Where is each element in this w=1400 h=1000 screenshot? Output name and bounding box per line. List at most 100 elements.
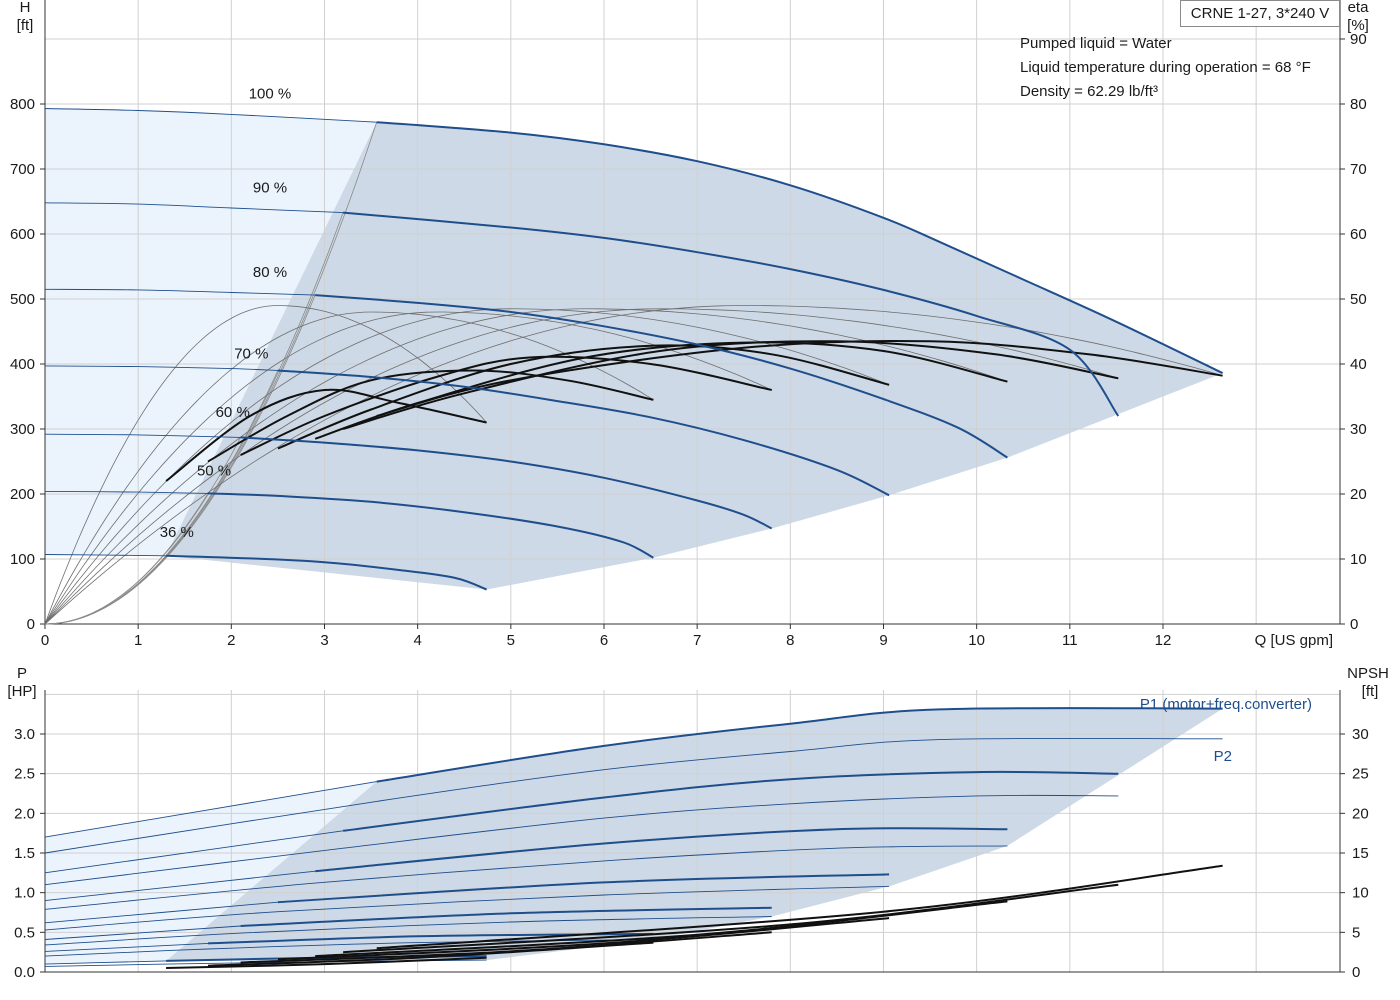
npsh-curve: [376, 864, 1223, 950]
npsh-tick-label: 10: [1352, 885, 1369, 902]
p2-curve: [44, 845, 1008, 910]
npsh-curve: [240, 931, 772, 964]
npsh-tick-label: 25: [1352, 766, 1369, 783]
x-tick-label: 0: [41, 632, 49, 649]
speed-curve: [343, 211, 1120, 417]
efficiency-curve-thin: [44, 308, 1119, 625]
eta-tick-label: 60: [1350, 226, 1367, 243]
power-tick-label: 0.0: [14, 964, 35, 981]
y-tick-label: 0: [27, 616, 35, 633]
npsh-tick-label: 30: [1352, 726, 1369, 743]
npsh-axis-unit: [ft]: [1362, 683, 1379, 700]
p1-curve-thin: [44, 830, 344, 874]
p2-series-label: P2: [1214, 748, 1232, 765]
x-tick-label: 11: [1062, 632, 1078, 649]
condition-pumped-liquid: Pumped liquid = Water: [1020, 35, 1172, 52]
x-tick-label: 3: [320, 632, 328, 649]
speed-curve-thin: [44, 433, 241, 438]
head-axis-title: H: [20, 0, 31, 16]
head-speed-curves: [44, 108, 1224, 591]
operating-conditions: Pumped liquid = Water Liquid temperature…: [1020, 32, 1311, 104]
eta-tick-label: 40: [1350, 356, 1367, 373]
efficiency-curve-thin: [44, 308, 890, 625]
x-tick-label: 10: [968, 632, 985, 649]
efficiency-curve: [165, 388, 487, 482]
power-tick-label: 1.0: [14, 885, 35, 902]
eta-tick-label: 70: [1350, 161, 1367, 178]
efficiency-curve: [277, 344, 890, 450]
y-tick-label: 300: [10, 421, 35, 438]
system-curve: [44, 555, 167, 625]
npsh-tick-label: 0: [1352, 964, 1360, 981]
efficiency-curve: [376, 339, 1223, 417]
speed-label: 70 %: [234, 345, 268, 362]
efficiency-curve: [207, 369, 654, 463]
model-label: CRNE 1-27, 3*240 V: [1180, 0, 1340, 27]
speed-label: 50 %: [197, 462, 231, 479]
x-tick-label: 1: [134, 632, 142, 649]
speed-curve-thin: [44, 554, 167, 557]
head-chart-panel: 0 1 2 3 4 5 6 7 8 9 10 11 12 Q [US gpm]01002003004005…: [10, 0, 1369, 649]
p1-curve: [376, 707, 1223, 783]
eta-tick-label: 20: [1350, 486, 1367, 503]
npsh-curve: [277, 917, 890, 961]
efficiency-curves: [165, 339, 1223, 482]
p1-curve: [277, 873, 890, 904]
p2-curve: [44, 916, 772, 946]
y-tick-label: 600: [10, 226, 35, 243]
power-tick-label: 2.0: [14, 805, 35, 822]
p1-curve: [315, 827, 1008, 873]
condition-density: Density = 62.29 lb/ft³: [1020, 83, 1158, 100]
x-tick-label: 9: [879, 632, 887, 649]
x-tick-label: 5: [507, 632, 515, 649]
y-tick-label: 700: [10, 161, 35, 178]
p1-curve-thin: [44, 901, 278, 924]
p1-curve-thin: [44, 870, 316, 902]
p2-curve: [44, 737, 1223, 854]
npsh-tick-label: 15: [1352, 845, 1369, 862]
speed-label: 90 %: [253, 180, 287, 197]
x-tick-label: 7: [693, 632, 701, 649]
speed-curve: [277, 369, 890, 497]
y-tick-label: 100: [10, 551, 35, 568]
efficiency-curve-thin: [44, 308, 1008, 625]
eta-tick-label: 30: [1350, 421, 1367, 438]
speed-curve: [207, 492, 654, 559]
speed-curve-thin: [44, 108, 377, 123]
y-tick-label: 200: [10, 486, 35, 503]
speed-curve: [240, 436, 773, 530]
efficiency-curve: [240, 355, 772, 456]
speed-curve-thin: [44, 202, 344, 214]
head-axis-unit: [ft]: [17, 17, 34, 34]
power-tick-label: 3.0: [14, 726, 35, 743]
speed-curve: [376, 121, 1224, 374]
speed-curve-thin: [44, 365, 278, 371]
x-tick-label: 8: [786, 632, 794, 649]
speed-curve: [315, 294, 1008, 459]
p1-series-label: P1 (motor+freq.converter): [1140, 696, 1312, 713]
x-tick-label: 12: [1155, 632, 1172, 649]
speed-curve: [166, 554, 487, 591]
power-operating-region: [166, 708, 1223, 961]
eta-tick-label: 50: [1350, 291, 1367, 308]
speed-label: 36 %: [160, 524, 194, 541]
p1-curve-thin: [44, 925, 241, 940]
efficiency-curve: [342, 340, 1119, 430]
condition-temperature: Liquid temperature during operation = 68…: [1020, 59, 1311, 76]
x-tick-label: 6: [600, 632, 608, 649]
eta-tick-label: 90: [1350, 31, 1367, 48]
eta-axis-title: eta: [1348, 0, 1370, 16]
p2-curve: [44, 885, 890, 931]
y-tick-label: 400: [10, 356, 35, 373]
power-low-flow-region: [45, 781, 377, 965]
x-tick-label: 4: [413, 632, 421, 649]
x-axis-title: Q [US gpm]: [1255, 632, 1333, 649]
p1-curve: [342, 770, 1119, 832]
p1-curve-thin: [44, 781, 377, 838]
eta-tick-label: 0: [1350, 616, 1358, 633]
efficiency-curve-thin: [44, 311, 654, 625]
p1-curve-thin: [44, 960, 167, 965]
npsh-axis-title: NPSH: [1347, 665, 1389, 682]
npsh-tick-label: 5: [1352, 924, 1360, 941]
npsh-tick-label: 20: [1352, 805, 1369, 822]
